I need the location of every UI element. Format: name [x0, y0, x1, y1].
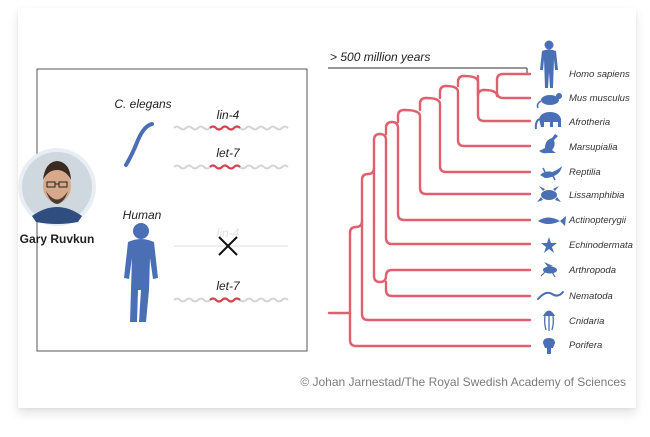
tree-branch: [348, 231, 532, 348]
jellyfish-icon: [543, 310, 555, 331]
person-name: Gary Ruvkun: [20, 232, 95, 246]
taxon-label: Nematoda: [569, 291, 613, 302]
gene-row-c-elegans-lin-4: lin-4: [173, 108, 289, 131]
figure-card: [18, 8, 636, 408]
fish-icon: [538, 216, 566, 226]
tree-branch: [348, 225, 358, 235]
taxa-labels: Homo sapiens Mus musculus Afrotheria Mar…: [568, 69, 633, 351]
kangaroo-icon: [539, 134, 558, 154]
taxa-icons: [534, 40, 566, 354]
mouse-icon: [536, 93, 562, 109]
tree-branch: [354, 172, 370, 229]
taxon-label: Echinodermata: [569, 240, 633, 251]
human-silhouette-icon: [540, 40, 558, 88]
tree-branch: [462, 74, 532, 123]
gene-row-human-let-7: let-7: [173, 279, 289, 303]
elephant-icon: [534, 112, 561, 130]
tree-branch: [456, 74, 466, 88]
tree-branch: [482, 88, 532, 100]
human-silhouette-icon: [124, 223, 158, 322]
taxon-label: Marsupialia: [569, 142, 618, 153]
gene-row-c-elegans-let-7: let-7: [173, 146, 289, 170]
insect-icon: [540, 262, 557, 278]
taxon-label: Actinopterygii: [568, 215, 627, 226]
gene-label: lin-4: [217, 108, 240, 122]
tree-branch: [424, 96, 532, 174]
taxon-label: Lissamphibia: [569, 190, 624, 201]
tree-branch: [372, 219, 382, 284]
starfish-icon: [541, 237, 557, 253]
tree-branch: [378, 132, 532, 246]
phylogenetic-tree: [327, 72, 532, 348]
tree-branch: [495, 72, 532, 92]
tree-branch: [396, 108, 406, 124]
taxon-label: Cnidaria: [569, 316, 604, 327]
taxon-label: Reptilia: [569, 167, 601, 178]
worm-icon: [124, 122, 154, 167]
tree-branch: [378, 268, 532, 284]
tree-branch: [366, 132, 382, 176]
avatar: [18, 148, 96, 226]
taxon-label: Homo sapiens: [569, 69, 630, 80]
organism-label-human: Human: [123, 208, 162, 222]
lizard-icon: [540, 166, 562, 181]
frog-icon: [537, 186, 561, 202]
taxon-label: Arthropoda: [568, 265, 616, 276]
gene-label: let-7: [216, 146, 241, 160]
tree-branch: [444, 84, 532, 148]
gene-label: lin-4: [217, 226, 240, 240]
sponge-icon: [543, 338, 555, 354]
mirna-segment: [209, 164, 241, 170]
absent-cross-icon: [218, 236, 238, 256]
taxon-label: Porifera: [569, 340, 602, 351]
mirna-segment: [209, 125, 241, 131]
time-scale-label: > 500 million years: [330, 50, 430, 64]
tree-branch: [438, 84, 448, 100]
tree-branch: [384, 120, 394, 136]
taxon-label: Afrotheria: [568, 117, 610, 128]
organism-label-c-elegans: C. elegans: [114, 97, 171, 111]
gene-label: let-7: [216, 279, 241, 293]
image-credit: © Johan Jarnestad/The Royal Swedish Acad…: [300, 375, 626, 389]
worm-icon: [537, 291, 564, 300]
tree-branch: [384, 280, 532, 298]
taxon-label: Mus musculus: [569, 93, 630, 104]
tree-branch: [476, 74, 486, 98]
gene-row-human-lin-4: lin-4: [174, 226, 288, 256]
tree-branch: [418, 96, 428, 112]
tree-branch: [390, 120, 532, 222]
mirna-segment: [209, 297, 241, 303]
tree-branch: [402, 108, 532, 196]
tree-branch: [360, 219, 532, 322]
